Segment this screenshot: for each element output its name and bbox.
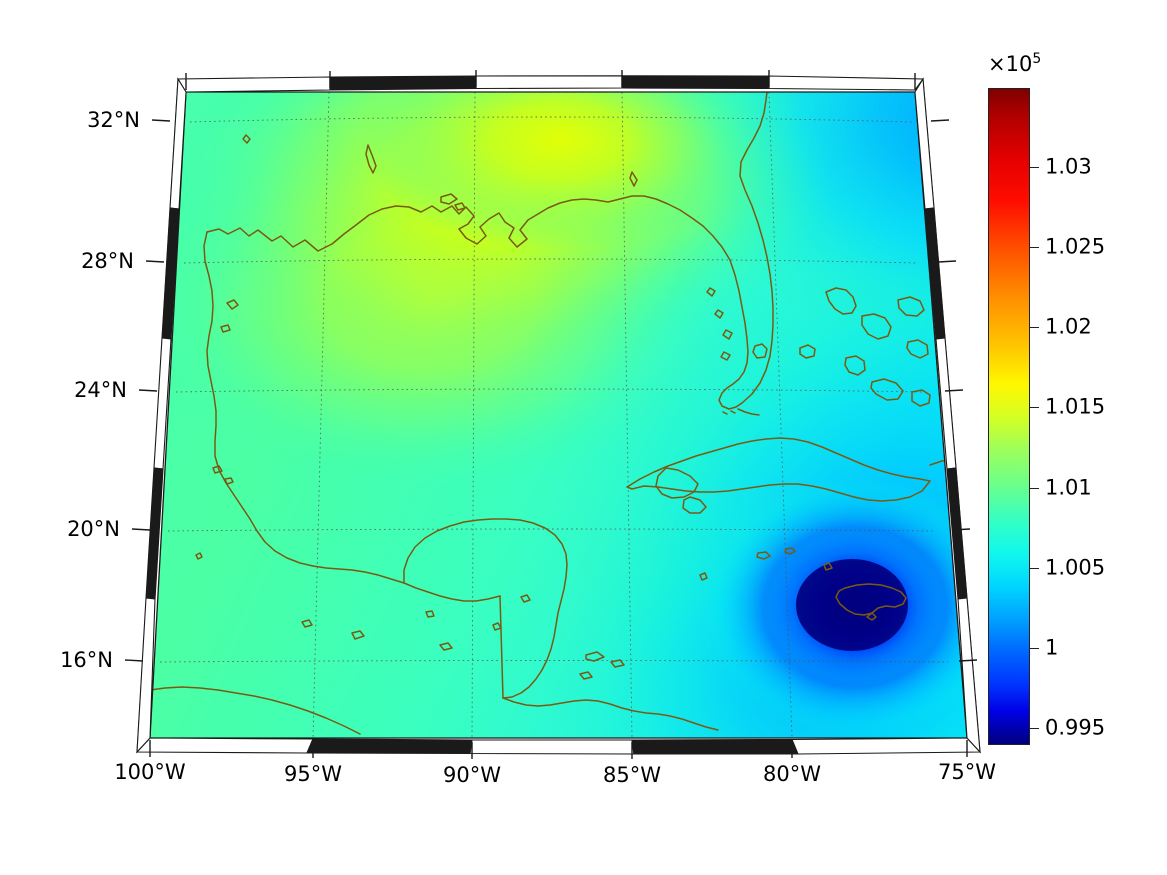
colorbar-tick-mark — [1030, 728, 1039, 729]
map-frame — [124, 70, 982, 759]
colorbar-tick-label-7: 1 — [1045, 635, 1059, 660]
colorbar-tick-mark — [1030, 327, 1039, 328]
lon-tick-label-80W: 80°W — [763, 762, 821, 786]
coastlines — [150, 92, 964, 735]
lon-tick-label-95W: 95°W — [284, 762, 342, 786]
lat-tick-label-16N: 16°N — [60, 648, 113, 672]
colorbar-tick-label-2: 1.025 — [1045, 234, 1106, 259]
colorbar-tick-mark — [1030, 488, 1039, 489]
colorbar-tick-mark — [1030, 648, 1039, 649]
colorbar-tick-label-8: 0.995 — [1045, 715, 1106, 740]
colorbar-offset-exponent: 5 — [1032, 51, 1042, 67]
colorbar-exponent-label: ×105 — [988, 52, 1041, 75]
graticule — [159, 92, 949, 738]
lon-tick-label-100W: 100°W — [114, 760, 186, 784]
colorbar-tick-mark — [1030, 568, 1039, 569]
colorbar-tick-label-5: 1.01 — [1045, 475, 1092, 500]
colorbar-tick-label-1: 1.03 — [1045, 154, 1092, 179]
lat-tick-label-32N: 32°N — [87, 108, 140, 132]
lat-tick-label-20N: 20°N — [67, 517, 120, 541]
lon-tick-label-85W: 85°W — [603, 763, 661, 787]
colorbar-tick-label-3: 1.02 — [1045, 314, 1092, 339]
colorbar-offset-text: ×10 — [988, 52, 1033, 76]
colorbar-gradient[interactable] — [988, 88, 1030, 745]
lon-tick-label-90W: 90°W — [443, 763, 501, 787]
colorbar-tick-mark — [1030, 167, 1039, 168]
lat-tick-label-28N: 28°N — [81, 249, 134, 273]
colorbar-tick-mark — [1030, 407, 1039, 408]
lon-tick-label-75W: 75°W — [938, 760, 996, 784]
colorbar-tick-label-6: 1.005 — [1045, 555, 1106, 580]
lat-tick-label-24N: 24°N — [74, 378, 127, 402]
colorbar[interactable]: 1.03 1.025 1.02 1.015 1.01 1.005 1 0.995 — [988, 88, 1105, 745]
colorbar-tick-mark — [1030, 247, 1039, 248]
colorbar-tick-label-4: 1.015 — [1045, 394, 1106, 419]
